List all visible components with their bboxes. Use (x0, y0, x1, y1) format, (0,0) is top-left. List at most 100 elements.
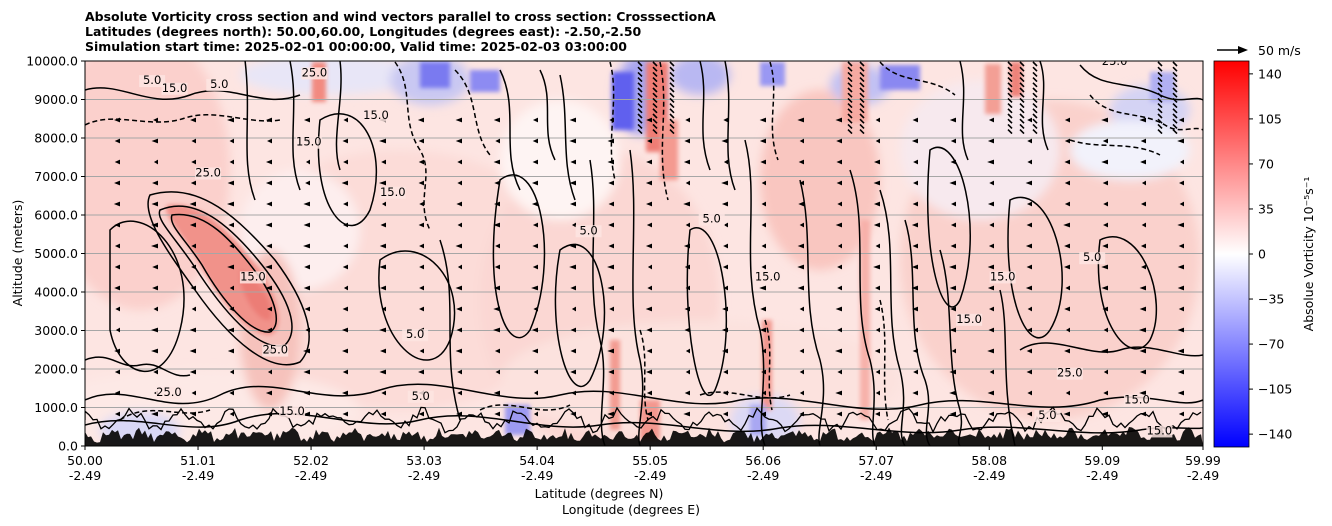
wind-vector (1172, 87, 1178, 93)
wind-vector (797, 243, 804, 249)
wind-vector (1019, 77, 1025, 83)
wind-vector (343, 159, 348, 165)
colorbar-tick-label: 140 (1258, 66, 1282, 81)
contour-label-bg (239, 271, 266, 284)
wind-vector (191, 159, 196, 165)
wind-vector (455, 138, 462, 144)
wind-vector (987, 390, 994, 396)
x-tick-label-lon: -2.49 (182, 468, 214, 483)
wind-vector (950, 138, 956, 144)
wind-vector (227, 327, 234, 333)
y-axis: 0.0 1000.0 2000.0 3000.0 4000.0 5000.0 6000.0 7… (26, 54, 85, 454)
wind-vector (495, 243, 500, 249)
contour-label: 5.0 (1038, 408, 1056, 422)
wind-vector (608, 369, 614, 375)
wind-vector (419, 306, 424, 312)
wind-vector (114, 138, 120, 144)
wind-vector (652, 129, 658, 135)
wind-vector (799, 306, 804, 312)
wind-vector (189, 369, 196, 375)
wind-vector (637, 129, 643, 135)
wind-vector (1007, 108, 1013, 114)
contour-line-negative (1089, 94, 1203, 131)
wind-vector (570, 159, 576, 165)
wind-vector (303, 117, 310, 123)
wind-vector (684, 327, 690, 333)
wind-vector (380, 285, 386, 291)
wind-vector (685, 117, 690, 123)
wind-vector (988, 327, 994, 333)
wind-vector (722, 306, 728, 312)
wind-vector (1026, 264, 1032, 270)
heatmap-streak (762, 320, 772, 410)
wind-vector (418, 369, 424, 375)
wind-vector (912, 411, 918, 417)
colorbar-tick-label: 70 (1258, 156, 1274, 171)
wind-vector (722, 411, 728, 417)
wind-vector (645, 411, 652, 417)
wind-vector (837, 369, 842, 375)
wind-vector (1026, 369, 1032, 375)
wind-vector (646, 390, 652, 396)
wind-vector (652, 113, 658, 119)
wind-vector (987, 264, 994, 270)
wind-vector (683, 243, 690, 249)
wind-vector (1141, 201, 1146, 207)
wind-vector (151, 411, 158, 417)
wind-vector (722, 390, 728, 396)
wind-vector (1172, 66, 1178, 72)
wind-vector (607, 264, 614, 270)
wind-vector (227, 180, 234, 186)
contour-line (335, 61, 342, 171)
wind-vector (669, 113, 675, 119)
wind-vector (607, 348, 614, 354)
x-tick-label-lon: -2.49 (973, 468, 1005, 483)
wind-vector (189, 348, 196, 354)
contour-line (1019, 342, 1203, 357)
wind-vector (531, 348, 538, 354)
wind-vector (684, 138, 690, 144)
wind-vector (1064, 117, 1070, 123)
wind-vector (837, 264, 842, 270)
wind-vector (533, 306, 538, 312)
wind-vector (684, 390, 690, 396)
wind-vector (532, 138, 538, 144)
x-tick-label-lon: -2.49 (69, 468, 101, 483)
contour-line (539, 69, 556, 161)
wind-vector (874, 306, 880, 312)
contour-line (289, 61, 301, 191)
wind-vector (859, 66, 865, 72)
y-tick-label: 1000.0 (34, 400, 78, 415)
wind-vector (875, 369, 880, 375)
wind-vector (379, 369, 386, 375)
wind-vector (1032, 97, 1038, 103)
wind-vector (343, 243, 348, 249)
wind-vector (1179, 201, 1184, 207)
wind-vector (607, 327, 614, 333)
wind-vector (1157, 87, 1163, 93)
wind-vector (637, 92, 643, 98)
wind-vector (669, 87, 675, 93)
wind-vector (797, 285, 804, 291)
wind-vector (303, 348, 310, 354)
wind-vector (1178, 243, 1184, 249)
wind-vector (1172, 97, 1178, 103)
wind-vector (847, 66, 853, 72)
contour-line-negative (659, 61, 669, 201)
contour-label-bg (301, 67, 328, 80)
wind-vector (1172, 123, 1178, 129)
wind-vector (456, 201, 462, 207)
wind-vector (1177, 390, 1184, 396)
wind-vector (913, 369, 918, 375)
contour-label: 15.0 (279, 404, 305, 418)
wind-vector (114, 222, 120, 228)
wind-vector (455, 243, 462, 249)
contour-line (589, 159, 606, 446)
wind-vector (1064, 180, 1070, 186)
wind-vector (419, 201, 424, 207)
wind-vector (759, 285, 766, 291)
contour-line (147, 191, 310, 366)
contour-line (85, 383, 1203, 411)
wind-vector (229, 159, 234, 165)
wind-vector (531, 201, 538, 207)
